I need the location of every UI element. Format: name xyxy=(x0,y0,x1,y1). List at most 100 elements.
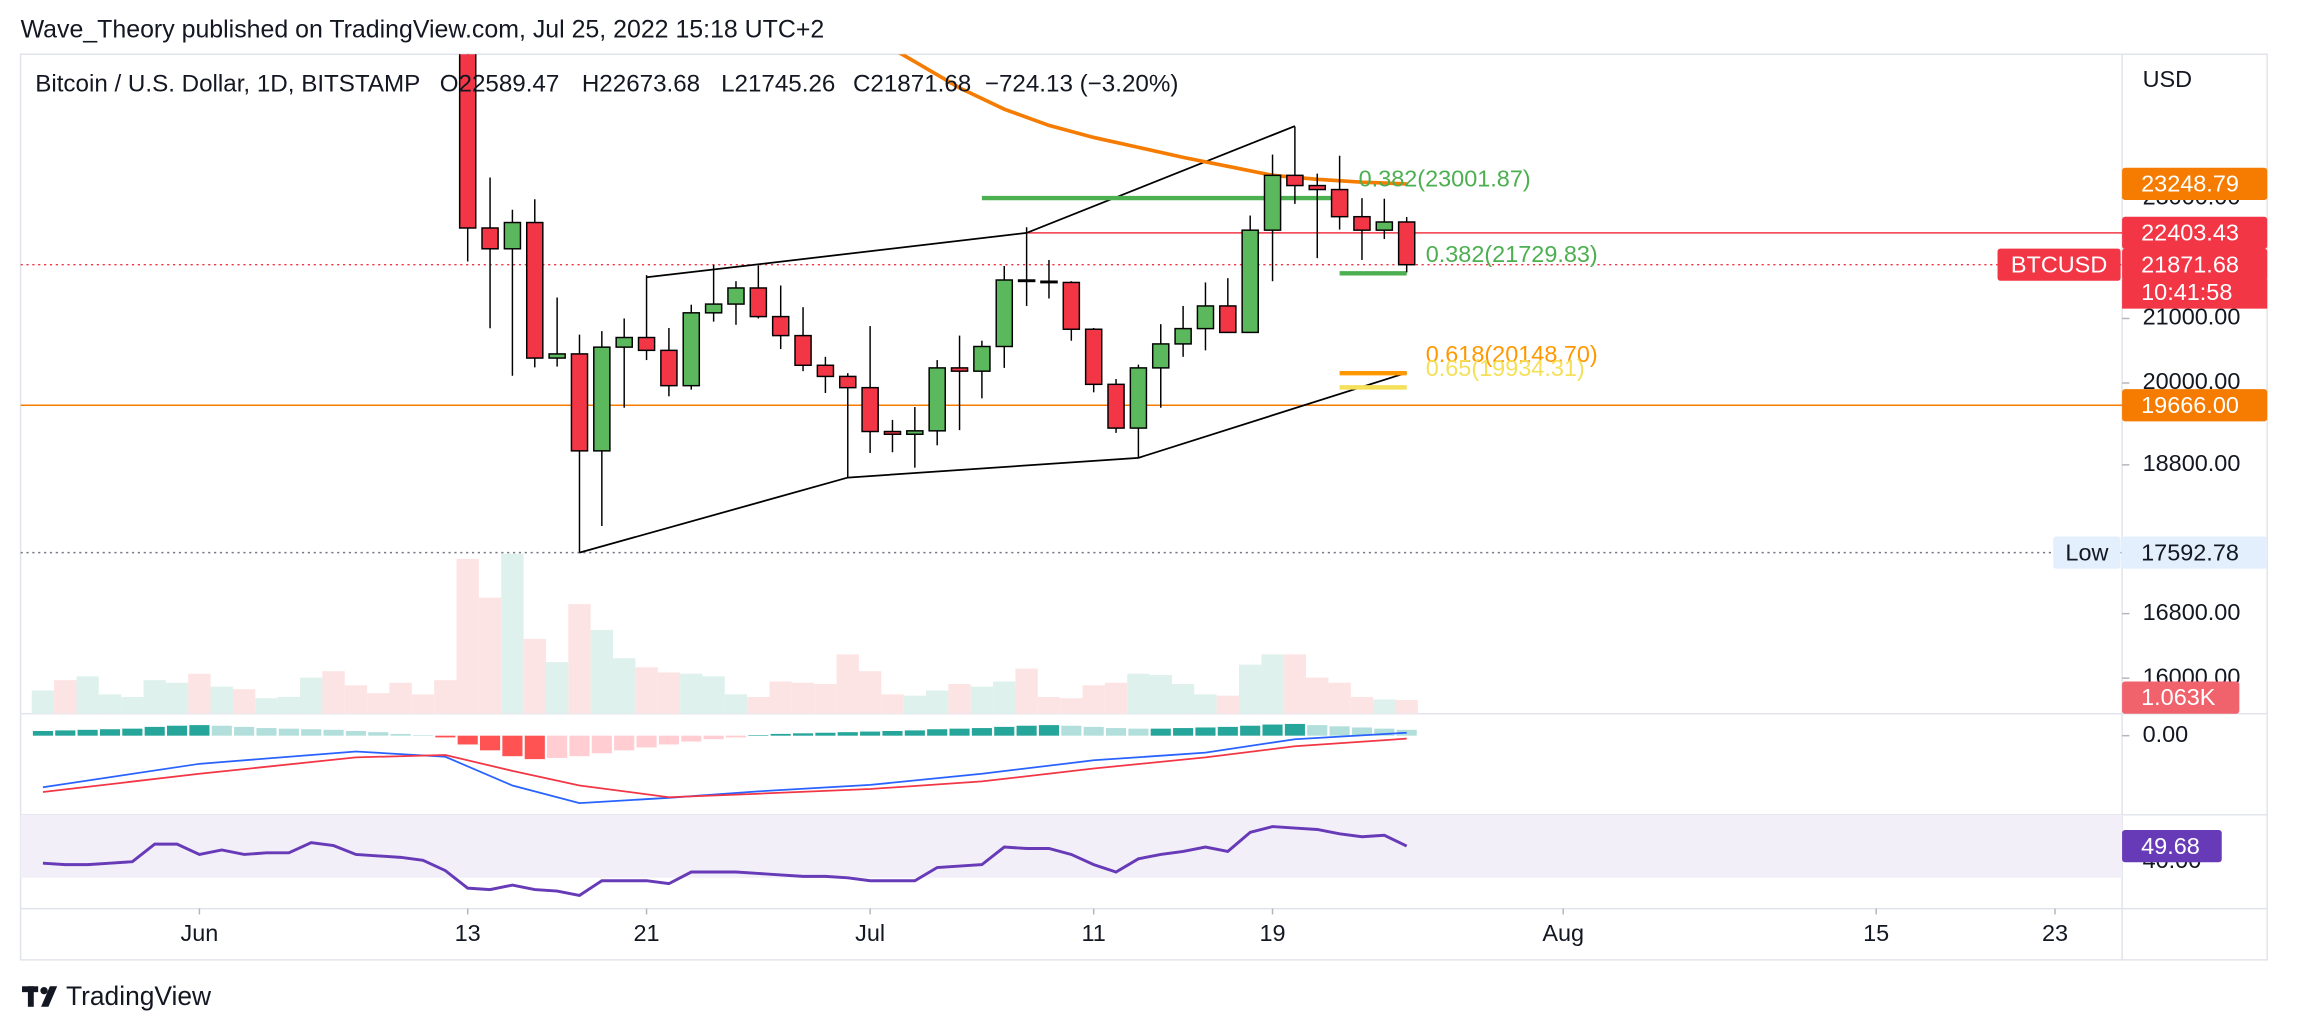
ohlc-high: H22673.68 xyxy=(582,70,700,97)
volume-bar xyxy=(657,672,681,714)
volume-bar xyxy=(1261,654,1284,714)
price-badge-label: 21871.68 xyxy=(2141,251,2239,277)
ohlc-open: O22589.47 xyxy=(440,70,560,97)
macd-histogram-bar xyxy=(949,728,970,736)
macd-histogram-bar xyxy=(144,726,165,736)
fib-label: 0.618(20148.70) xyxy=(1426,341,1598,367)
price-badge xyxy=(2122,248,2268,281)
candle-body xyxy=(973,345,991,372)
volume-bar xyxy=(993,681,1016,714)
axis-unit: USD xyxy=(2143,66,2192,92)
rsi-band xyxy=(20,814,2123,878)
series-name-label: Low xyxy=(2065,539,2108,565)
candle-body xyxy=(861,386,879,433)
volume-bar xyxy=(590,629,614,714)
volume-bar xyxy=(903,695,927,714)
macd-histogram-bar xyxy=(748,735,769,736)
volume-bar xyxy=(791,682,815,714)
macd-histogram-bar xyxy=(1016,725,1037,736)
volume-bar xyxy=(1149,675,1172,714)
price-badge xyxy=(2122,536,2268,569)
x-tick-label: Jun xyxy=(181,920,219,946)
volume-bar xyxy=(232,689,256,714)
series-name-badge xyxy=(1997,248,2121,281)
candle-body xyxy=(928,367,946,432)
macd-histogram-bar xyxy=(591,735,612,754)
volume-bar xyxy=(724,694,748,714)
countdown-label: 10:41:58 xyxy=(2141,279,2232,305)
candle-body xyxy=(1151,343,1170,369)
volume-bar xyxy=(1060,698,1083,714)
macd-histogram-bar xyxy=(614,735,635,751)
macd-histogram-bar xyxy=(658,735,679,745)
y-tick-label: 16800.00 xyxy=(2143,599,2241,625)
candle-body xyxy=(794,334,812,367)
candle-body xyxy=(995,279,1014,348)
volume-bar xyxy=(31,690,55,714)
volume-bar xyxy=(367,693,390,714)
volume-bar xyxy=(1082,685,1105,714)
macd-histogram-bar xyxy=(1217,726,1238,736)
candle-body xyxy=(1397,221,1416,266)
y-tick-label: 18800.00 xyxy=(2143,450,2241,476)
candle-body xyxy=(1017,279,1036,283)
candle-body xyxy=(727,287,745,305)
macd-histogram-bar xyxy=(703,735,724,740)
macd-histogram-bar xyxy=(211,725,232,736)
macd-histogram-bar xyxy=(1150,728,1171,736)
candle-body xyxy=(838,375,857,389)
candle-body xyxy=(548,353,566,359)
macd-histogram-bar xyxy=(189,725,210,736)
macd-histogram-bar xyxy=(927,729,948,736)
macd-histogram-bar xyxy=(345,730,366,736)
candle-body xyxy=(1107,383,1125,429)
volume-bar xyxy=(858,671,882,714)
volume-bar xyxy=(545,662,569,714)
rsi-line xyxy=(42,825,1408,897)
candle-body xyxy=(1129,367,1148,429)
candle-body xyxy=(1308,184,1327,191)
macd-histogram-bar xyxy=(412,735,434,736)
volume-bar xyxy=(769,681,792,714)
price-badge-label: 22403.43 xyxy=(2141,220,2239,246)
candle-body xyxy=(637,336,656,352)
candle-body xyxy=(570,353,589,452)
macd-histogram-bar xyxy=(122,728,143,736)
price-badge-label: 49.68 xyxy=(2141,833,2200,859)
volume-bar xyxy=(1283,654,1307,714)
price-badge-label: 19666.00 xyxy=(2141,392,2239,418)
macd-histogram-bar xyxy=(1262,724,1283,736)
macd-histogram-bar xyxy=(390,733,411,736)
macd-histogram-bar xyxy=(479,735,501,751)
macd-histogram-bar xyxy=(681,735,702,742)
fib-label: 0.382(23001.87) xyxy=(1359,166,1531,192)
volume-bar xyxy=(210,686,233,714)
macd-histogram-bar xyxy=(1329,726,1350,736)
volume-bar xyxy=(523,638,546,714)
x-tick-label: 15 xyxy=(1863,920,1889,946)
x-tick-label: 21 xyxy=(634,920,660,946)
price-change: −724.13 (−3.20%) xyxy=(985,70,1179,97)
macd-histogram-bar xyxy=(278,728,299,736)
volume-bar xyxy=(501,553,524,714)
macd-histogram-bar xyxy=(1240,725,1261,736)
volume-bar xyxy=(1373,699,1396,714)
volume-bar xyxy=(456,558,479,714)
candle-body xyxy=(481,227,499,250)
macd-histogram-bar xyxy=(860,731,881,736)
volume-bar xyxy=(277,696,301,714)
volume-bar xyxy=(680,673,703,714)
candle-body xyxy=(615,336,633,348)
macd-histogram-bar xyxy=(1173,728,1194,736)
volume-bar xyxy=(702,676,725,714)
candle-body xyxy=(1174,327,1192,345)
volume-bar xyxy=(836,654,859,714)
macd-histogram-bar xyxy=(1351,727,1373,736)
volume-bar xyxy=(1171,684,1195,714)
price-badge xyxy=(2122,829,2222,863)
candle-body xyxy=(660,349,678,387)
macd-histogram-bar xyxy=(323,729,344,736)
fib-label: 0.65(19934.31) xyxy=(1426,355,1585,381)
ohlc-low: L21745.26 xyxy=(721,70,835,97)
